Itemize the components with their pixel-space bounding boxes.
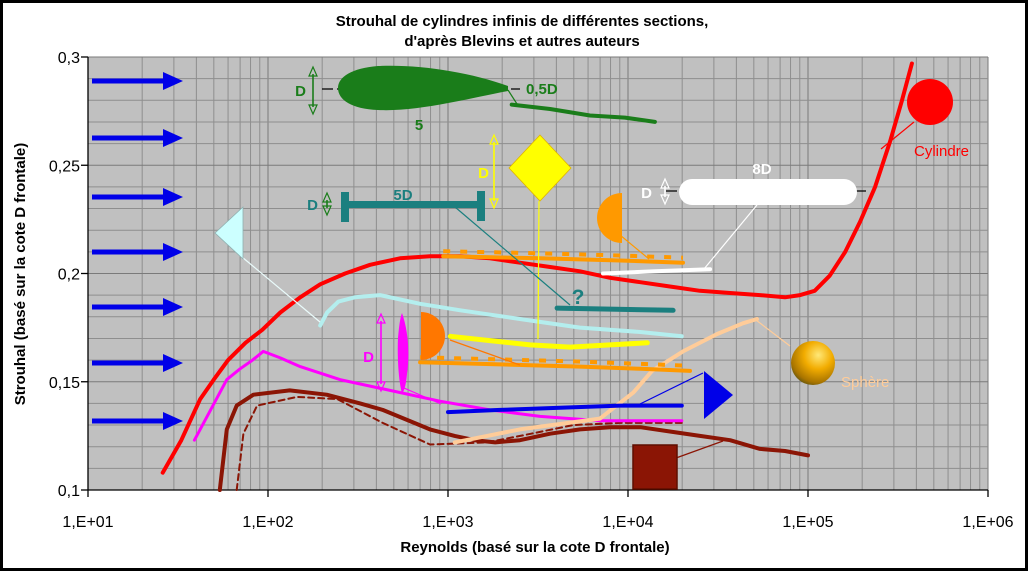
y-tick-label: 0,25 bbox=[49, 158, 80, 175]
half-cylinder-curved-face-shape bbox=[597, 193, 622, 243]
series-demi_cylindre_face_courbe bbox=[441, 254, 685, 265]
flow-arrow-head bbox=[163, 129, 183, 147]
series-losange bbox=[447, 333, 650, 350]
y-tick-label: 0,2 bbox=[58, 267, 80, 284]
sphere-label: Sphère bbox=[841, 374, 889, 391]
chart-title-line2: d'après Blevins et autres auteurs bbox=[404, 33, 639, 50]
flow-arrow-head bbox=[163, 354, 183, 372]
leader-thin-plate bbox=[403, 387, 442, 405]
axes bbox=[81, 56, 989, 497]
leader-capsule bbox=[703, 204, 758, 270]
triangle-base-upstream-shape bbox=[704, 371, 733, 419]
flow-arrow-head bbox=[163, 412, 183, 430]
i-beam-shape bbox=[341, 191, 485, 222]
profile-tail-label: 0,5D bbox=[526, 81, 558, 98]
cylinder-label: Cylindre bbox=[914, 143, 969, 160]
series-plaque_mince bbox=[192, 349, 684, 442]
ibeam-d-label: D bbox=[307, 197, 318, 214]
labels: Strouhal de cylindres infinis de différe… bbox=[12, 13, 1014, 556]
dim-arrow-plate-d bbox=[376, 312, 386, 393]
series-triangle_pointe_amont bbox=[318, 293, 684, 339]
leader-square bbox=[675, 440, 724, 459]
series-carre_pointille bbox=[235, 395, 684, 491]
dim-arrow-diamond-d bbox=[489, 133, 499, 210]
series-capsule_8d bbox=[601, 267, 713, 276]
x-tick-label: 1,E+02 bbox=[242, 514, 293, 531]
flow-arrow-head bbox=[163, 188, 183, 206]
plate-d-label: D bbox=[363, 349, 374, 366]
y-tick-label: 0,3 bbox=[58, 50, 80, 67]
triangle-apex-upstream-shape bbox=[214, 206, 244, 260]
ibeam-length-label: 5D bbox=[393, 187, 412, 204]
series-carre bbox=[217, 388, 810, 492]
x-tick-label: 1,E+03 bbox=[422, 514, 473, 531]
x-tick-labels: 1,E+01 1,E+02 1,E+03 1,E+04 1,E+05 1,E+06 bbox=[62, 514, 1013, 531]
leader-half-cyl-curved bbox=[619, 234, 650, 260]
series-demi_cylindre_face_courbe-ties bbox=[443, 249, 684, 260]
x-tick-label: 1,E+06 bbox=[962, 514, 1013, 531]
leader-half-cyl-flat bbox=[449, 339, 521, 366]
x-tick-label: 1,E+05 bbox=[782, 514, 833, 531]
streamlined-profile-shape bbox=[338, 65, 508, 111]
dimension-arrows bbox=[308, 65, 670, 393]
pictograms bbox=[214, 65, 953, 490]
series-triangle_base_amont bbox=[446, 403, 684, 415]
series-profil_allonge bbox=[509, 102, 657, 124]
series-demi_cylindre_face_plane-ties bbox=[420, 355, 691, 368]
data-series bbox=[160, 61, 914, 492]
sphere-shape bbox=[791, 341, 835, 385]
half-cylinder-flat-face-shape bbox=[421, 312, 445, 360]
flow-arrow-head bbox=[163, 72, 183, 90]
callout-lines bbox=[241, 89, 915, 459]
square-shape bbox=[632, 444, 678, 490]
y-tick-label: 0,15 bbox=[49, 375, 80, 392]
flow-arrows bbox=[92, 72, 183, 430]
dim-arrow-ibeam-d bbox=[322, 191, 332, 217]
leader-diamond bbox=[537, 200, 540, 340]
leader-sphere bbox=[755, 319, 791, 347]
cylinder-circle-shape bbox=[907, 79, 953, 125]
leader-ibeam bbox=[454, 206, 571, 306]
leader-triangle-apex bbox=[241, 256, 321, 323]
dim-arrow-capsule-d bbox=[660, 177, 670, 206]
thin-plate-shape bbox=[397, 313, 409, 393]
series-cylindre bbox=[160, 61, 914, 475]
diamond-shape bbox=[508, 134, 572, 202]
series-demi_cylindre_face_plane bbox=[418, 360, 692, 373]
profile-length-label: 5 bbox=[415, 117, 423, 134]
y-axis-title: Strouhal (basé sur la cote D frontale) bbox=[12, 143, 29, 406]
y-tick-label: 0,1 bbox=[58, 483, 80, 500]
profile-d-label: D bbox=[295, 83, 306, 100]
flow-arrow-head bbox=[163, 243, 183, 261]
capsule-length-label: 8D bbox=[752, 161, 771, 178]
x-tick-label: 1,E+04 bbox=[602, 514, 653, 531]
leader-cylinder bbox=[880, 121, 915, 150]
dim-arrow-profile-d bbox=[308, 65, 318, 116]
leader-triangle-base bbox=[639, 372, 704, 405]
leader-profile bbox=[507, 89, 518, 105]
series-poutre_en_i_5d bbox=[554, 305, 676, 313]
chart-title-line1: Strouhal de cylindres infinis de différe… bbox=[336, 13, 709, 30]
diamond-d-label: D bbox=[478, 165, 489, 182]
x-tick-label: 1,E+01 bbox=[62, 514, 113, 531]
y-tick-labels: 0,3 0,25 0,2 0,15 0,1 bbox=[49, 50, 80, 500]
capsule-d-label: D bbox=[641, 185, 652, 202]
oblong-capsule-shape bbox=[679, 179, 857, 205]
flow-arrow-head bbox=[163, 298, 183, 316]
x-axis-title: Reynolds (basé sur la cote D frontale) bbox=[400, 539, 669, 556]
question-mark-label: ? bbox=[572, 286, 585, 309]
